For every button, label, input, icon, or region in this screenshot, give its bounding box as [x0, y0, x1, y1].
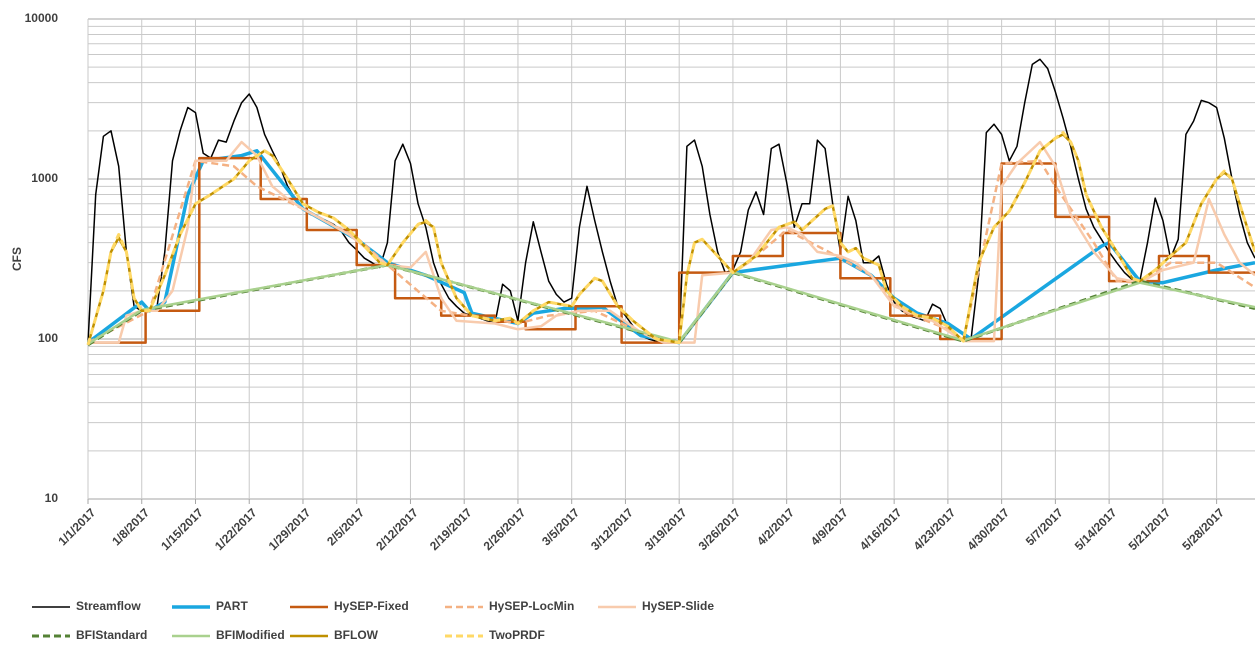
legend-label: Streamflow	[76, 599, 141, 613]
x-tick-label: 4/23/2017	[911, 505, 959, 553]
x-tick-label: 1/1/2017	[55, 505, 98, 548]
series-line	[87, 263, 1255, 346]
y-tick-label: 1000	[31, 171, 58, 185]
legend-label: HySEP-Slide	[642, 599, 714, 613]
series-line	[86, 149, 1255, 345]
legend-label: BFIStandard	[76, 628, 147, 642]
y-tick-label: 10000	[25, 11, 59, 25]
series-line	[88, 140, 1255, 344]
x-tick-label: 2/5/2017	[324, 505, 367, 548]
legend-label: BFIModified	[216, 628, 285, 642]
x-tick-label: 3/12/2017	[588, 505, 636, 553]
x-tick-label: 1/8/2017	[109, 505, 152, 548]
series-line	[86, 131, 1255, 346]
series-line	[88, 156, 1255, 344]
y-tick-label: 10	[45, 491, 59, 505]
x-tick-label: 4/16/2017	[857, 505, 905, 553]
x-tick-label: 4/2/2017	[754, 505, 797, 548]
x-tick-label: 2/26/2017	[481, 505, 529, 553]
legend-label: TwoPRDF	[489, 628, 545, 642]
x-tick-label: 5/14/2017	[1072, 505, 1120, 553]
x-tick-label: 1/15/2017	[158, 505, 206, 553]
series-line	[87, 159, 1255, 344]
legend-label: PART	[216, 599, 248, 613]
x-tick-label: 5/7/2017	[1023, 505, 1066, 548]
legend-label: HySEP-LocMin	[489, 599, 574, 613]
x-tick-label: 4/30/2017	[964, 505, 1012, 553]
x-tick-label: 2/12/2017	[373, 505, 421, 553]
x-tick-label: 3/19/2017	[642, 505, 690, 553]
x-tick-label: 5/21/2017	[1126, 505, 1174, 553]
x-tick-label: 1/29/2017	[266, 505, 314, 553]
series-line	[87, 263, 1255, 347]
x-tick-label: 1/22/2017	[212, 505, 260, 553]
x-tick-label: 2/19/2017	[427, 505, 475, 553]
x-tick-label: 3/5/2017	[539, 505, 582, 548]
y-tick-label: 100	[38, 331, 58, 345]
x-tick-label: 4/9/2017	[808, 505, 851, 548]
x-tick-label: 3/26/2017	[696, 505, 744, 553]
legend-label: HySEP-Fixed	[334, 599, 409, 613]
x-tick-label: 5/28/2017	[1179, 505, 1227, 553]
legend-label: BFLOW	[334, 628, 379, 642]
y-axis-label: CFS	[10, 247, 24, 271]
